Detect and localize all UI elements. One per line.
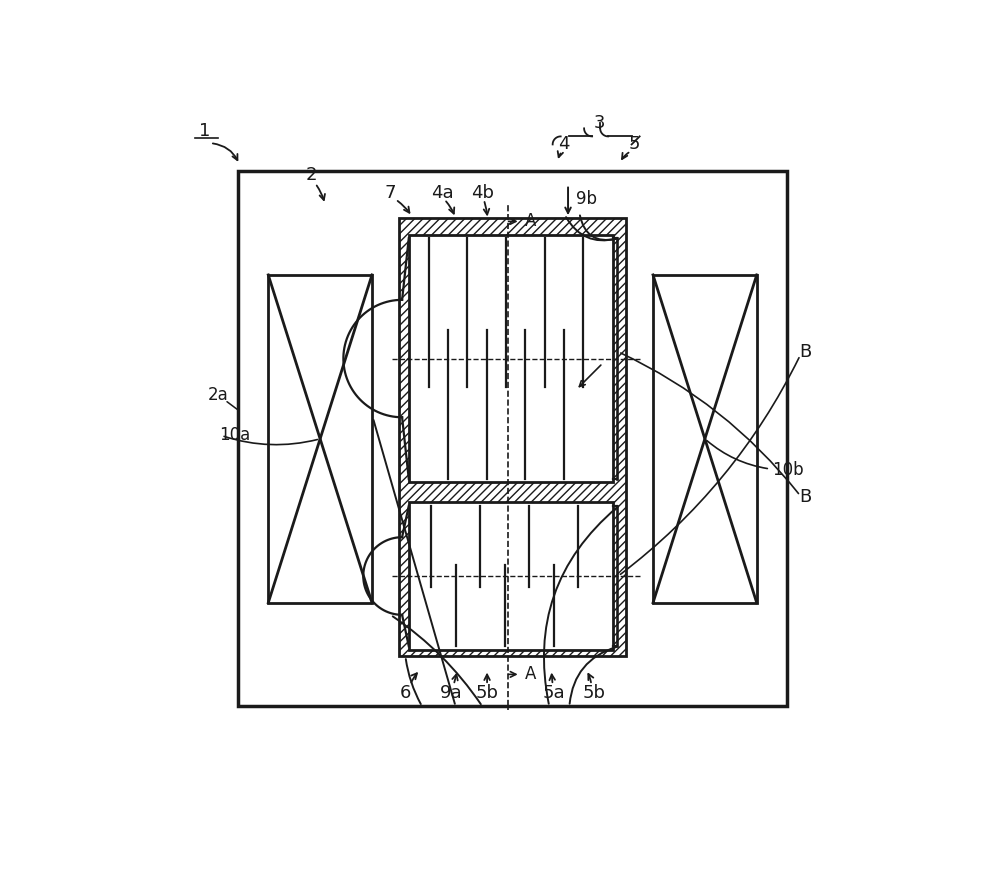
Text: 5: 5 — [629, 136, 640, 154]
Text: 7: 7 — [385, 183, 396, 202]
Text: 1: 1 — [199, 122, 210, 140]
Text: 5b: 5b — [583, 684, 606, 702]
Text: 10a: 10a — [219, 427, 251, 445]
Text: 3: 3 — [594, 114, 605, 132]
Text: 4b: 4b — [471, 183, 494, 202]
Text: 6: 6 — [400, 684, 411, 702]
Text: 5a: 5a — [543, 684, 565, 702]
Text: 9b: 9b — [576, 190, 597, 209]
Bar — [399, 218, 626, 656]
Bar — [268, 275, 372, 603]
Text: A: A — [525, 666, 536, 683]
Text: 2: 2 — [306, 165, 318, 183]
Text: 5b: 5b — [476, 684, 499, 702]
Text: 10b: 10b — [772, 461, 804, 480]
Text: 4a: 4a — [431, 183, 454, 202]
Text: B: B — [799, 343, 811, 361]
Text: A: A — [525, 212, 536, 230]
Bar — [653, 275, 757, 603]
Bar — [238, 171, 787, 706]
Text: 2a: 2a — [208, 387, 228, 404]
Bar — [409, 502, 613, 650]
Bar — [409, 235, 613, 482]
Text: 9a: 9a — [440, 684, 462, 702]
Text: B: B — [799, 488, 811, 506]
Text: 4: 4 — [558, 136, 570, 154]
